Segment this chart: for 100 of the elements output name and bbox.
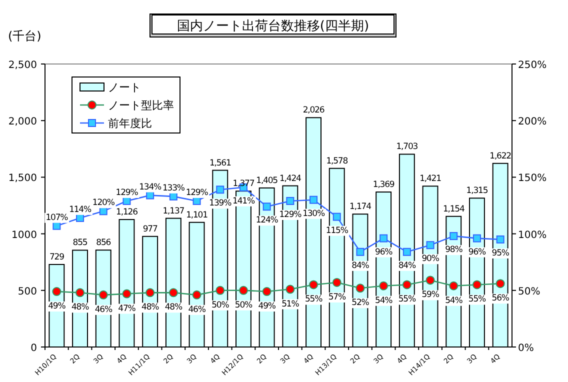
data-label: 56%	[492, 294, 510, 304]
point	[238, 286, 248, 295]
data-label: 98%	[445, 245, 463, 256]
data-label: 139%	[209, 198, 232, 209]
data-label: 54%	[375, 296, 393, 306]
point	[496, 279, 505, 288]
point	[356, 248, 364, 256]
data-label: 1,154	[442, 204, 464, 214]
data-label: 107%	[46, 212, 68, 223]
y2-tick-label: 250%	[518, 60, 547, 71]
legend-label: ノート	[108, 81, 141, 94]
point	[286, 284, 295, 294]
point	[332, 212, 341, 221]
data-label: 729	[49, 252, 64, 262]
point	[402, 248, 411, 256]
data-label: 55%	[304, 294, 323, 305]
data-label: 48%	[71, 302, 90, 313]
data-label: 47%	[118, 304, 136, 314]
data-label: 55%	[468, 294, 486, 305]
data-label: 90%	[422, 254, 440, 264]
legend-label: 前年度比	[108, 117, 152, 130]
data-label: 1,315	[466, 186, 488, 196]
data-label: 1,101	[186, 210, 208, 220]
data-label: 855	[72, 238, 88, 248]
data-label: 129%	[279, 210, 302, 220]
point	[98, 290, 108, 300]
data-label: 84%	[352, 260, 370, 271]
data-label: 96%	[375, 247, 393, 258]
data-label: 133%	[162, 183, 185, 194]
point	[286, 196, 294, 205]
data-label: 46%	[188, 304, 206, 315]
point	[496, 235, 504, 244]
y-tick-label: 2,500	[8, 60, 37, 71]
data-label: 49%	[258, 302, 276, 312]
data-label: 59%	[422, 290, 440, 300]
point	[262, 202, 271, 211]
y-tick-label: 500	[18, 286, 37, 298]
point	[379, 281, 388, 290]
data-label: 129%	[186, 188, 208, 198]
data-label: 1,126	[116, 208, 138, 218]
data-label: 51%	[282, 299, 300, 310]
y-axis-title: (千台)	[8, 29, 42, 43]
y2-tick-label: 50%	[518, 286, 540, 298]
data-label: 1,424	[280, 174, 302, 184]
y2-tick-label: 200%	[518, 116, 547, 128]
data-label: 1,405	[256, 176, 278, 186]
data-label: 48%	[164, 302, 182, 313]
point	[309, 280, 318, 290]
data-label: 55%	[398, 294, 416, 305]
point	[380, 234, 388, 242]
point	[52, 287, 62, 296]
point	[426, 241, 434, 250]
data-label: 84%	[398, 260, 416, 271]
data-label: 52%	[352, 298, 370, 308]
data-label: 124%	[256, 216, 278, 226]
data-label: 95%	[492, 248, 510, 258]
data-label: 2,026	[302, 106, 324, 116]
data-label: 1,174	[350, 202, 372, 212]
y-tick-label: 1000	[12, 230, 37, 241]
data-label: 1,578	[326, 156, 348, 166]
point	[310, 196, 318, 204]
data-label: 54%	[445, 296, 463, 306]
point	[216, 286, 225, 295]
point	[472, 234, 481, 242]
y-tick-label: 2,000	[8, 116, 37, 128]
data-label: 49%	[48, 302, 66, 312]
data-label: 96%	[468, 247, 486, 258]
data-label: 141%	[232, 196, 255, 206]
point	[122, 289, 132, 298]
data-label: 134%	[139, 182, 162, 192]
point	[168, 288, 178, 298]
data-label: 48%	[142, 302, 160, 313]
data-label: 129%	[116, 188, 138, 198]
point	[356, 284, 365, 293]
data-label: 115%	[326, 226, 348, 236]
data-label: 1,561	[209, 158, 231, 168]
legend-label: ノート型比率	[108, 99, 174, 112]
data-label: 57%	[328, 292, 346, 302]
point	[402, 280, 412, 290]
data-label: 50%	[212, 300, 230, 310]
y2-tick-label: 0%	[518, 343, 534, 354]
data-label: 977	[142, 224, 158, 234]
point	[146, 288, 155, 298]
y-tick-label: 1,500	[8, 173, 37, 184]
data-label: 130%	[302, 208, 325, 219]
data-label: 50%	[234, 300, 253, 310]
data-label: 856	[96, 238, 111, 248]
point	[449, 281, 458, 290]
point	[472, 280, 482, 290]
y2-tick-label: 100%	[518, 230, 547, 241]
y2-tick-label: 150%	[518, 173, 547, 184]
point	[426, 276, 435, 285]
data-label: 46%	[94, 304, 112, 315]
y-tick-label: 0	[30, 343, 37, 354]
point	[262, 287, 272, 296]
point	[332, 278, 342, 287]
data-label: 1,369	[372, 180, 394, 190]
chart-title: 国内ノート出荷台数推移(四半期)	[176, 19, 370, 34]
data-label: 1,137	[162, 206, 184, 216]
data-label: 120%	[92, 198, 115, 208]
